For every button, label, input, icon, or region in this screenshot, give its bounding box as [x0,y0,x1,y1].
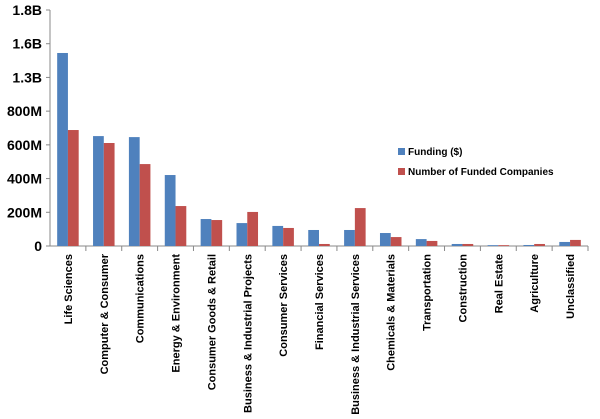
bar [103,143,115,246]
x-tick-label: Agriculture [529,254,541,313]
y-tick-label: 1.8B [12,2,42,18]
x-tick-label: Unclassified [565,254,577,319]
bar [354,208,366,246]
x-tick-label: Financial Services [314,254,326,350]
x-tick-label: Consumer Goods & Retail [206,254,218,390]
x-tick-label: Business & Industrial Projects [242,254,254,413]
y-tick-label: 1.6B [12,36,42,52]
legend-swatch [398,148,405,155]
bar [559,241,571,246]
x-tick-label: Computer & Consumer [99,253,111,374]
bar [344,229,355,246]
x-tick-label: Life Sciences [63,254,75,324]
x-tick-label: Chemicals & Materials [386,254,398,371]
bar [175,206,187,246]
bar [390,237,402,246]
bar [57,52,68,246]
bar [426,240,438,246]
y-tick-label: 200M [7,204,42,220]
bar [236,223,248,246]
bar [415,239,427,246]
legend-label: Funding ($) [408,147,462,158]
bar [523,244,535,246]
bar [164,175,176,246]
x-tick-label: Energy & Environment [171,254,183,373]
y-tick-label: 0 [34,238,42,254]
bar [319,243,330,246]
bar [570,239,581,246]
bar [451,243,463,246]
bar [272,225,284,246]
legend-label: Number of Funded Companies [408,167,554,178]
bar [139,164,151,246]
bar [534,243,545,246]
x-tick-label: Consumer Services [278,254,290,357]
legend-swatch [398,168,405,175]
bar [200,219,212,246]
bar [67,130,79,246]
bar [247,211,259,246]
y-tick-label: 800M [7,103,42,119]
bar [283,227,294,246]
bar [379,233,391,246]
y-tick-label: 1.3B [12,69,42,85]
bar [462,243,474,246]
bar [211,220,223,246]
bar [308,229,319,246]
bar [128,137,140,246]
x-tick-label: Business & Industrial Services [350,254,362,415]
bar [93,136,104,246]
bar [487,245,499,246]
x-tick-label: Transportation [422,254,434,331]
x-tick-label: Real Estate [493,254,505,313]
y-tick-label: 400M [7,171,42,187]
x-tick-label: Construction [457,254,469,323]
x-tick-label: Communications [135,254,147,343]
y-tick-label: 600M [7,137,42,153]
bar [498,245,510,246]
